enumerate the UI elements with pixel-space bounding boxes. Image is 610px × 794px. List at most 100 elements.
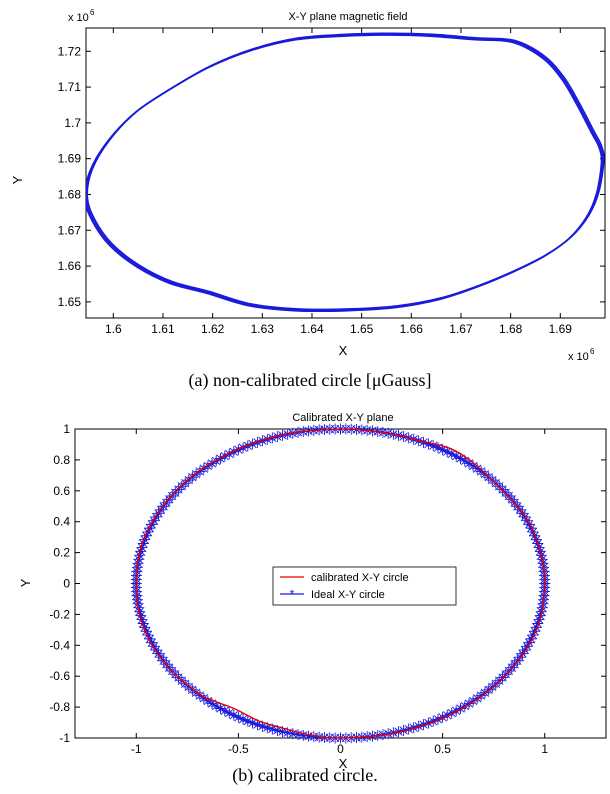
y-tick-label: 1.72 (58, 44, 82, 58)
ideal-point (146, 518, 158, 530)
chart-a-y-ticks: 1.65 1.66 1.67 1.68 1.69 1.7 1.71 1.72 (58, 44, 605, 309)
y-tick-label: 0 (63, 577, 70, 591)
ideal-point (150, 511, 162, 523)
chart-a-series-group (86, 32, 605, 313)
y-tick-label: -1 (59, 731, 70, 745)
ideal-point (136, 614, 148, 626)
ideal-point (228, 709, 240, 721)
ideal-point (261, 722, 273, 734)
ideal-point (427, 440, 439, 452)
ideal-point (202, 695, 214, 707)
ideal-point (467, 460, 479, 472)
ideal-point (142, 526, 154, 538)
ideal-point (422, 438, 434, 450)
x-tick-label: -1 (131, 742, 142, 756)
ideal-point (190, 468, 202, 480)
ideal-point (532, 617, 544, 629)
y-tick-label: 1.7 (64, 116, 81, 130)
ideal-point (140, 530, 152, 542)
x-tick-label: 1.65 (350, 322, 374, 336)
x-tick-label: 1.6 (105, 322, 122, 336)
ideal-point (525, 633, 537, 645)
ideal-point (232, 711, 244, 723)
y-tick-label: 1.66 (58, 259, 82, 273)
series-line-trace (86, 34, 603, 313)
ideal-point (527, 629, 539, 641)
ideal-point (223, 707, 235, 719)
ideal-point (519, 644, 531, 656)
x-tick-label: 1.63 (251, 322, 275, 336)
ideal-point (144, 522, 156, 534)
ideal-point (282, 727, 294, 739)
chart-b-y-label: Y (18, 578, 33, 587)
ideal-point (455, 453, 467, 465)
ideal-point (271, 431, 283, 443)
ideal-point (256, 720, 268, 732)
x-tick-label: -0.5 (228, 742, 249, 756)
ideal-point (521, 640, 533, 652)
chart-b-legend: calibrated X-Y circle * Ideal X-Y circle (272, 566, 457, 606)
x-tick-label: 1.66 (400, 322, 424, 336)
ideal-point (523, 637, 535, 649)
ideal-point (471, 463, 483, 475)
ideal-point (153, 648, 165, 660)
y-tick-label: -0.4 (49, 638, 70, 652)
chart-b-x-ticks: -1 -0.5 0 0.5 1 (131, 429, 548, 756)
ideal-point (441, 446, 453, 458)
y-tick-label: -0.8 (49, 700, 70, 714)
ideal-point (148, 640, 160, 652)
x-tick-label: 1.62 (201, 322, 225, 336)
ideal-point (237, 713, 249, 725)
ideal-point (308, 731, 320, 743)
chart-a: X-Y plane magnetic field x 10 6 1.6 1.61 1… (10, 8, 606, 391)
ideal-point (303, 730, 315, 742)
ideal-point (135, 610, 147, 622)
legend-label-ideal: Ideal X-Y circle (311, 589, 385, 601)
y-tick-label: 1 (63, 422, 70, 436)
ideal-point (206, 698, 218, 710)
ideal-point (276, 726, 288, 738)
ideal-point (437, 444, 449, 456)
ideal-point (287, 728, 299, 740)
chart-b-title: Calibrated X-Y plane (292, 412, 393, 424)
chart-a-y-label: Y (10, 175, 25, 184)
series-line-trace (86, 32, 605, 311)
ideal-point (533, 614, 545, 626)
chart-b-series-group (130, 423, 551, 744)
ideal-point (446, 448, 458, 460)
x-tick-label: 0.5 (434, 742, 451, 756)
ideal-point (242, 715, 254, 727)
ideal-point (198, 692, 210, 704)
ideal-point (266, 432, 278, 444)
x-tick-label: 1 (541, 742, 548, 756)
ideal-point (271, 724, 283, 736)
calibrated-circle-line (135, 428, 546, 739)
ideal-point (403, 723, 415, 735)
ideal-point (155, 651, 167, 663)
chart-a-x-ticks: 1.6 1.61 1.62 1.63 1.64 1.65 1.66 1.67 1.68 1.69 (105, 28, 572, 336)
ideal-point (479, 468, 491, 480)
ideal-point (150, 644, 162, 656)
chart-a-bottom-multiplier: x 10 6 (568, 347, 595, 363)
ideal-point (479, 687, 491, 699)
ideal-point (214, 702, 226, 714)
chart-a-top-multiplier-base: x 10 (68, 12, 89, 24)
ideal-point (459, 455, 471, 467)
ideal-point (146, 637, 158, 649)
ideal-point (186, 471, 198, 483)
y-tick-label: 1.69 (58, 152, 82, 166)
chart-a-title: X-Y plane magnetic field (288, 11, 407, 23)
chart-b: Calibrated X-Y plane -1 -0.5 0 0.5 1 -1 -0.8 -… (18, 412, 607, 786)
ideal-point (139, 534, 151, 546)
ideal-point (139, 621, 151, 633)
ideal-point (292, 729, 304, 741)
chart-b-caption: (b) calibrated circle. (232, 765, 377, 786)
ideal-point (432, 442, 444, 454)
chart-b-legend-box (272, 566, 457, 606)
chart-b-x-label: X (339, 756, 348, 771)
legend-marker-ideal: * (290, 587, 295, 601)
chart-a-bottom-multiplier-exp: 6 (590, 347, 595, 356)
ideal-point (297, 729, 309, 741)
ideal-point (529, 625, 541, 637)
